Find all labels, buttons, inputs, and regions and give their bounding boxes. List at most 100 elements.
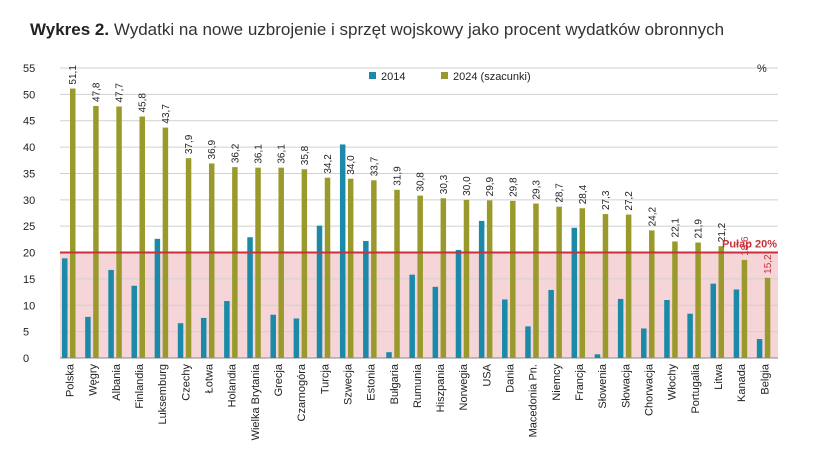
value-label: 33,7 (369, 156, 380, 176)
bar-2014 (62, 258, 68, 358)
value-label: 37,9 (184, 134, 195, 154)
y-unit-label: % (757, 63, 767, 75)
bar-2024 (718, 246, 725, 358)
value-label: 35,8 (300, 145, 311, 165)
y-tick-label: 10 (23, 300, 35, 312)
value-label: 27,3 (601, 190, 612, 210)
bar-2024 (232, 167, 238, 358)
category-label: Litwa (713, 363, 725, 390)
value-label: 43,7 (161, 104, 172, 124)
bar-2014 (363, 240, 369, 358)
bar-2014 (85, 316, 91, 358)
chart-title-text: Wydatki na nowe uzbrojenie i sprzęt wojs… (113, 20, 725, 39)
bar-2014 (502, 299, 508, 358)
bar-2024 (649, 230, 655, 358)
value-label: 15,2 (763, 254, 774, 274)
category-label: Albania (111, 363, 123, 401)
value-label: 31,9 (393, 166, 404, 186)
y-tick-label: 25 (23, 221, 35, 233)
bar-2014 (177, 323, 184, 358)
legend-swatch-2024 (441, 72, 448, 79)
y-tick-label: 15 (23, 274, 35, 286)
bar-2014 (710, 283, 717, 358)
bar-2024 (278, 167, 284, 358)
category-label: Turcja (319, 363, 331, 394)
category-label: Francja (574, 363, 586, 401)
bar-2014 (733, 289, 740, 358)
bar-2024 (255, 167, 261, 358)
category-label: Bułgaria (389, 363, 401, 404)
bar-2014 (687, 313, 693, 358)
value-label: 24,2 (647, 206, 658, 226)
category-label: Luksemburg (157, 364, 169, 425)
bar-2024 (463, 199, 470, 358)
bar-2024 (324, 177, 331, 358)
category-label: Dania (505, 363, 517, 393)
value-label: 36,2 (230, 143, 241, 163)
category-label: Słowacja (620, 363, 632, 408)
chart-title-prefix: Wykres 2. (30, 20, 110, 39)
bar-2024 (208, 163, 215, 358)
bar-2014 (455, 249, 462, 358)
category-label: Niemcy (551, 364, 563, 401)
value-label: 34,0 (346, 155, 357, 175)
value-label: 36,1 (277, 144, 288, 164)
bar-2024 (394, 189, 400, 358)
bar-2014 (432, 286, 439, 358)
legend-label-2024: 2024 (szacunki) (453, 71, 531, 83)
category-label: Kanada (736, 363, 748, 402)
value-label: 36,9 (207, 140, 218, 160)
category-label: Norwegia (458, 363, 470, 410)
value-label: 28,7 (555, 183, 566, 203)
y-tick-label: 40 (23, 142, 35, 154)
bar-2024 (371, 180, 377, 358)
y-tick-label: 35 (23, 168, 35, 180)
y-tick-label: 45 (23, 116, 35, 128)
bar-2024 (440, 198, 447, 358)
value-label: 51,1 (68, 65, 79, 85)
y-tick-label: 5 (23, 327, 29, 339)
y-tick-label: 50 (23, 89, 35, 101)
bar-2014 (617, 298, 624, 358)
category-label: Holandia (227, 363, 239, 407)
bar-2014 (108, 269, 114, 358)
category-label: Szwecja (342, 363, 354, 405)
bar-2014 (386, 352, 392, 358)
y-tick-label: 0 (23, 353, 29, 365)
value-label: 47,7 (115, 83, 126, 103)
bar-2024 (486, 200, 493, 358)
value-label: 21,9 (694, 219, 705, 239)
bar-2014 (247, 237, 253, 358)
value-label: 45,8 (138, 93, 149, 113)
value-label: 28,4 (578, 184, 589, 204)
bar-2014 (571, 227, 578, 358)
y-tick-label: 55 (23, 63, 35, 75)
category-label: Rumunia (412, 363, 424, 408)
bar-2014 (154, 238, 161, 358)
bar-2024 (764, 277, 771, 358)
category-label: Grecja (273, 363, 285, 396)
value-label: 47,8 (91, 82, 102, 102)
value-label: 30,3 (439, 174, 450, 194)
category-label: Łotwa (203, 363, 215, 393)
bar-2024 (116, 106, 122, 358)
category-label: Węgry (88, 364, 100, 396)
legend-label-2014: 2014 (381, 71, 405, 83)
category-label: Czechy (180, 364, 192, 401)
bar-2014 (293, 318, 300, 358)
category-label: Belgia (759, 363, 771, 394)
bar-2014 (478, 220, 485, 358)
value-label: 27,2 (624, 191, 635, 211)
bar-2014 (316, 225, 323, 358)
category-label: Włochy (667, 364, 679, 401)
bar-2014 (664, 300, 670, 358)
bar-2024 (741, 259, 748, 358)
category-label: Macedonia Pn. (528, 364, 540, 437)
value-label: 21,2 (717, 222, 728, 242)
bar-2024 (185, 158, 192, 358)
category-label: Wielka Brytania (250, 363, 262, 440)
legend-swatch-2014 (369, 72, 376, 79)
bar-2024 (579, 208, 586, 358)
bar-2014 (594, 354, 601, 358)
